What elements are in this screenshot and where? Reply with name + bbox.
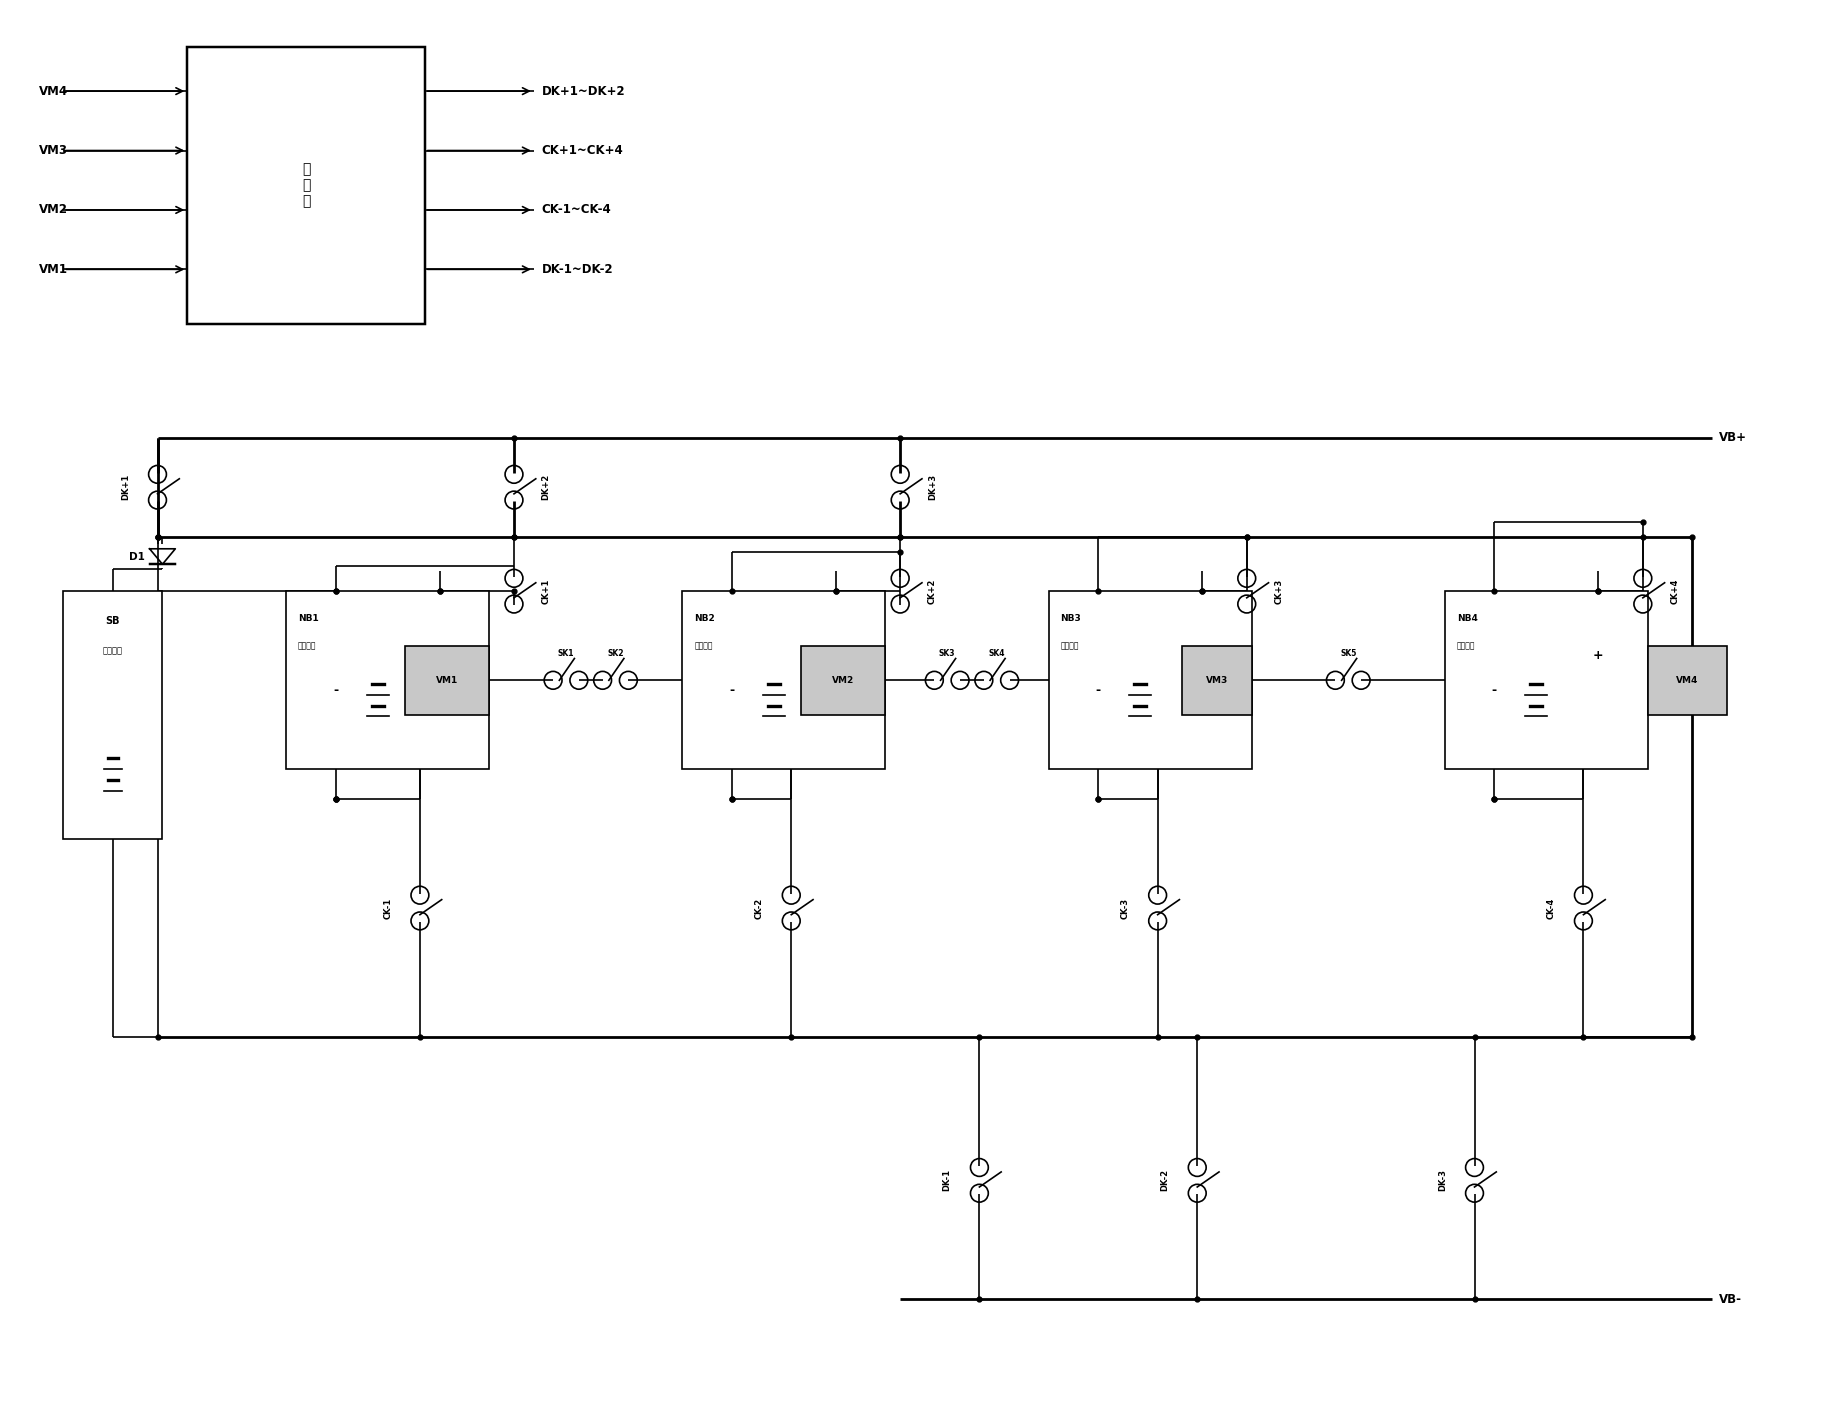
Text: 镍氢电池: 镍氢电池 xyxy=(297,642,316,650)
Bar xyxy=(1445,591,1647,770)
Text: VM2: VM2 xyxy=(832,676,854,684)
Text: VM1: VM1 xyxy=(435,676,459,684)
Text: CK+4: CK+4 xyxy=(1671,578,1680,604)
Bar xyxy=(1647,646,1728,714)
Text: 镍氢电池: 镍氢电池 xyxy=(694,642,712,650)
Text: SK3: SK3 xyxy=(938,649,955,657)
Text: NB4: NB4 xyxy=(1456,615,1478,623)
Text: DK-2: DK-2 xyxy=(1160,1169,1170,1191)
Text: DK-1~DK-2: DK-1~DK-2 xyxy=(542,263,613,275)
Text: +: + xyxy=(830,649,841,662)
Text: VM3: VM3 xyxy=(1206,676,1228,684)
Bar xyxy=(406,646,488,714)
Text: NB3: NB3 xyxy=(1061,615,1081,623)
Text: CK-1: CK-1 xyxy=(384,897,393,919)
Text: SK2: SK2 xyxy=(608,649,624,657)
Text: DK+1~DK+2: DK+1~DK+2 xyxy=(542,85,626,98)
Text: -: - xyxy=(729,683,734,697)
Text: VM4: VM4 xyxy=(39,85,68,98)
Text: CK-3: CK-3 xyxy=(1122,897,1129,919)
Text: -: - xyxy=(332,683,338,697)
Text: VB-: VB- xyxy=(1718,1292,1742,1305)
Text: CK-2: CK-2 xyxy=(755,897,764,919)
Text: CK-4: CK-4 xyxy=(1546,897,1555,919)
Bar xyxy=(683,591,885,770)
Text: DK+2: DK+2 xyxy=(542,474,551,500)
Text: DK-1: DK-1 xyxy=(942,1169,951,1191)
Text: DK+3: DK+3 xyxy=(927,474,936,500)
Bar xyxy=(64,591,162,839)
Text: 镍氢电池: 镍氢电池 xyxy=(1456,642,1474,650)
Text: DK+1: DK+1 xyxy=(121,474,130,500)
Text: -: - xyxy=(1096,683,1102,697)
Text: SK5: SK5 xyxy=(1340,649,1357,657)
Text: +: + xyxy=(1594,649,1603,662)
Text: VM4: VM4 xyxy=(1676,676,1698,684)
Text: 光伏电池: 光伏电池 xyxy=(103,646,123,655)
Text: VM3: VM3 xyxy=(39,143,68,158)
Text: +: + xyxy=(1197,649,1208,662)
Bar xyxy=(800,646,885,714)
Bar xyxy=(187,47,424,324)
Bar xyxy=(286,591,488,770)
Text: NB2: NB2 xyxy=(694,615,714,623)
Text: VM1: VM1 xyxy=(39,263,68,275)
Text: CK+1~CK+4: CK+1~CK+4 xyxy=(542,143,624,158)
Text: 控
制
器: 控 制 器 xyxy=(301,162,310,209)
Text: CK+2: CK+2 xyxy=(927,578,936,604)
Text: VM2: VM2 xyxy=(39,203,68,216)
Bar xyxy=(1048,591,1252,770)
Text: SB: SB xyxy=(106,616,119,626)
Text: D1: D1 xyxy=(129,551,145,561)
Text: CK+1: CK+1 xyxy=(542,578,551,604)
Text: NB1: NB1 xyxy=(297,615,319,623)
Text: CK+3: CK+3 xyxy=(1274,578,1283,604)
Text: DK-3: DK-3 xyxy=(1438,1169,1447,1191)
Text: +: + xyxy=(435,649,444,662)
Text: SK1: SK1 xyxy=(558,649,575,657)
Bar xyxy=(1182,646,1252,714)
Text: -: - xyxy=(1491,683,1496,697)
Text: 镍氢电池: 镍氢电池 xyxy=(1061,642,1080,650)
Text: SK4: SK4 xyxy=(988,649,1004,657)
Text: CK-1~CK-4: CK-1~CK-4 xyxy=(542,203,611,216)
Text: VB+: VB+ xyxy=(1718,432,1748,444)
